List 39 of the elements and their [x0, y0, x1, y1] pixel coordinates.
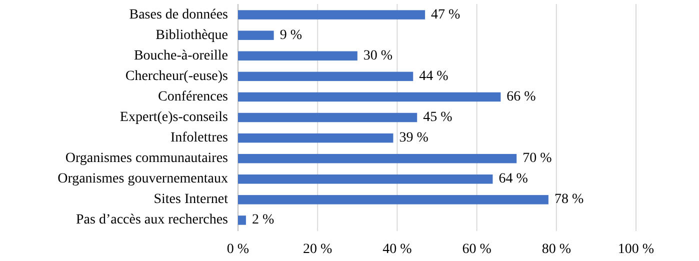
x-tick-label: 60 % — [462, 242, 492, 257]
data-label: 39 % — [399, 130, 429, 146]
data-label: 70 % — [522, 151, 552, 166]
bar — [238, 92, 501, 102]
y-tick-label: Conférences — [158, 89, 228, 104]
data-label: 64 % — [498, 172, 528, 187]
bar — [238, 51, 358, 60]
y-tick-label: Bouche-à-oreille — [134, 48, 228, 64]
y-tick-label: Expert(e)s-conseils — [120, 110, 228, 125]
data-label: 44 % — [419, 68, 449, 84]
bar — [238, 133, 394, 143]
data-label: 78 % — [554, 192, 584, 208]
y-tick-label: Infolettres — [170, 130, 228, 146]
x-tick-label: 0 % — [226, 242, 250, 257]
bar — [238, 154, 517, 164]
bar — [238, 10, 426, 20]
data-label: 30 % — [363, 48, 393, 64]
x-tick-label: 80 % — [542, 242, 572, 257]
data-label: 47 % — [431, 7, 461, 22]
x-tick-label: 40 % — [382, 242, 412, 257]
y-tick-label: Organismes gouvernementaux — [58, 172, 228, 187]
data-label: 9 % — [280, 28, 302, 43]
data-label: 66 % — [506, 89, 536, 104]
y-tick-label: Organismes communautaires — [65, 151, 228, 166]
data-label: 2 % — [252, 212, 274, 228]
bar — [238, 174, 493, 184]
data-label: 45 % — [423, 110, 453, 125]
y-tick-label: Pas d’accès aux recherches — [76, 212, 228, 228]
y-tick-label: Sites Internet — [154, 192, 228, 208]
x-tick-label: 20 % — [303, 242, 333, 257]
y-tick-label: Bibliothèque — [156, 28, 228, 43]
bar — [238, 30, 274, 40]
bar — [238, 195, 548, 204]
bar — [238, 216, 246, 225]
y-tick-label: Chercheur(-euse)s — [125, 68, 228, 84]
x-tick-label: 100 % — [618, 242, 654, 257]
bar — [238, 72, 414, 82]
y-tick-label: Bases de données — [129, 7, 228, 22]
bar — [238, 112, 418, 122]
